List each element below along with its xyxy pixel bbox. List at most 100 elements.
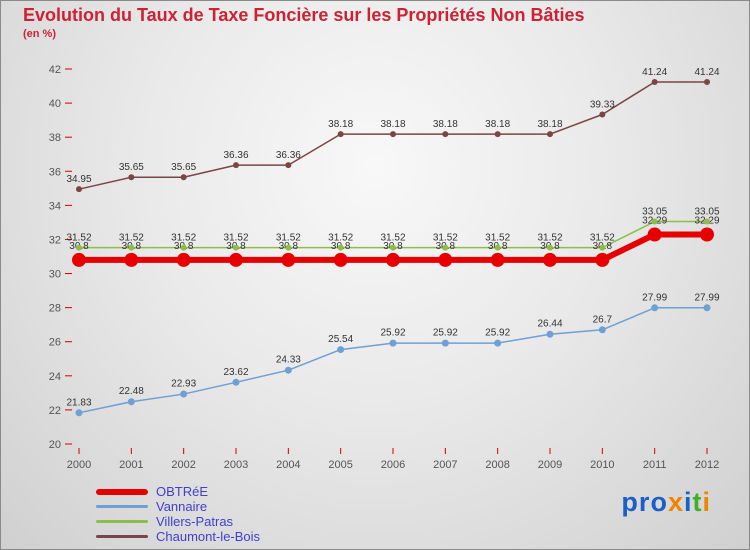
data-point xyxy=(76,244,82,251)
data-point xyxy=(386,252,400,267)
data-point xyxy=(124,252,139,267)
y-tick-label: 24 xyxy=(49,371,61,383)
legend-label: Chaumont-le-Bois xyxy=(156,529,261,544)
logo-letter: x xyxy=(667,487,684,517)
data-label: 26.7 xyxy=(593,314,613,325)
data-label: 38.18 xyxy=(380,119,405,130)
data-point xyxy=(232,378,240,386)
legend: OBTRéE Vannaire Villers-Patras Chaumont-… xyxy=(96,484,260,544)
data-point xyxy=(390,131,396,138)
data-label: 31.52 xyxy=(380,233,405,244)
data-label: 26.44 xyxy=(537,319,562,330)
legend-item: Vannaire xyxy=(96,499,260,514)
x-tick-label: 2012 xyxy=(695,459,719,471)
data-point xyxy=(490,252,505,267)
data-label: 22.93 xyxy=(171,379,196,390)
x-tick-label: 2001 xyxy=(119,459,143,471)
legend-swatch-chaumont-le-bois xyxy=(96,535,148,538)
logo-letter: o xyxy=(650,487,668,517)
data-point xyxy=(700,227,714,242)
x-tick-label: 2004 xyxy=(276,459,300,471)
data-point xyxy=(703,304,711,312)
data-point xyxy=(546,330,554,338)
data-point xyxy=(651,304,659,312)
y-tick-label: 36 xyxy=(49,166,61,178)
x-tick-label: 2005 xyxy=(328,459,352,471)
data-point xyxy=(547,244,553,251)
data-point xyxy=(285,162,292,169)
data-point xyxy=(704,218,710,225)
data-point xyxy=(233,244,239,251)
data-point xyxy=(233,162,239,169)
data-label: 38.18 xyxy=(485,119,510,130)
data-point xyxy=(337,244,344,251)
y-tick-label: 42 xyxy=(49,64,61,76)
data-point xyxy=(229,252,243,267)
data-label: 23.62 xyxy=(223,367,248,378)
x-tick-label: 2002 xyxy=(171,459,195,471)
data-label: 41.24 xyxy=(694,67,719,78)
data-label: 25.92 xyxy=(380,328,405,339)
data-point xyxy=(337,131,344,138)
data-point xyxy=(180,390,188,398)
data-label: 33.05 xyxy=(642,207,667,218)
data-label: 31.52 xyxy=(590,233,615,244)
data-point xyxy=(284,366,292,374)
legend-item: Villers-Patras xyxy=(96,514,260,529)
data-label: 31.52 xyxy=(328,233,353,244)
data-label: 39.33 xyxy=(590,100,615,111)
y-tick-label: 40 xyxy=(49,98,61,110)
data-label: 25.54 xyxy=(328,334,353,345)
y-tick-label: 34 xyxy=(49,200,61,212)
data-label: 35.65 xyxy=(119,162,144,173)
data-point xyxy=(494,244,501,251)
data-label: 41.24 xyxy=(642,67,667,78)
data-point xyxy=(76,186,82,193)
x-tick-label: 2006 xyxy=(381,459,405,471)
legend-label: OBTRéE xyxy=(156,484,209,499)
x-tick-label: 2008 xyxy=(485,459,509,471)
data-point xyxy=(333,252,348,267)
data-label: 27.99 xyxy=(694,292,719,303)
y-tick-label: 30 xyxy=(49,269,61,281)
data-label: 31.52 xyxy=(485,233,510,244)
data-point xyxy=(285,244,292,251)
data-label: 38.18 xyxy=(328,119,353,130)
data-label: 31.52 xyxy=(171,233,196,244)
data-point xyxy=(599,111,606,118)
data-label: 38.18 xyxy=(433,119,458,130)
data-label: 25.92 xyxy=(433,328,458,339)
logo-letter: t xyxy=(692,487,703,517)
chart-subtitle: (en %) xyxy=(23,28,56,40)
proxiti-logo: proxiti xyxy=(621,487,711,518)
data-label: 22.48 xyxy=(119,386,144,397)
data-label: 36.36 xyxy=(223,150,248,161)
data-point xyxy=(389,339,397,347)
data-label: 31.52 xyxy=(223,233,248,244)
data-point xyxy=(442,244,449,251)
data-label: 33.05 xyxy=(694,207,719,218)
legend-swatch-villers-patras xyxy=(96,520,148,523)
legend-item: OBTRéE xyxy=(96,484,260,499)
legend-label: Vannaire xyxy=(156,499,208,514)
data-point xyxy=(651,218,658,225)
data-point xyxy=(281,252,296,267)
logo-letter: r xyxy=(638,487,651,517)
data-point xyxy=(599,244,606,251)
data-point xyxy=(75,409,83,417)
chart-title: Evolution du Taux de Taxe Foncière sur l… xyxy=(23,5,585,25)
data-point xyxy=(127,398,135,406)
data-label: 31.52 xyxy=(66,233,91,244)
data-point xyxy=(651,78,658,85)
y-tick-label: 26 xyxy=(49,337,61,349)
legend-swatch-vannaire xyxy=(96,505,148,508)
data-point xyxy=(128,174,135,181)
data-label: 31.52 xyxy=(276,233,301,244)
data-point xyxy=(176,252,191,267)
data-point xyxy=(547,131,553,138)
y-tick-label: 28 xyxy=(49,303,61,315)
data-label: 35.65 xyxy=(171,162,196,173)
data-point xyxy=(442,131,449,138)
x-tick-label: 2011 xyxy=(643,459,667,471)
data-label: 27.99 xyxy=(642,292,667,303)
